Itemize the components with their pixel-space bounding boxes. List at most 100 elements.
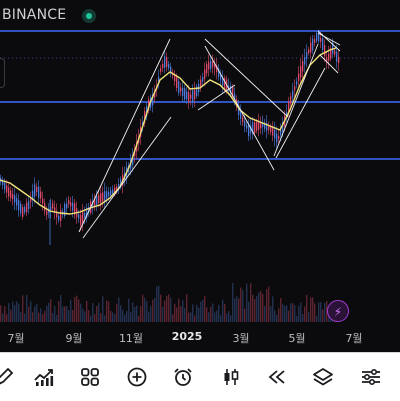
alarm-clock-icon[interactable] (171, 365, 195, 389)
volume-bar (114, 314, 116, 322)
volume-bar (160, 294, 162, 322)
collapsed-side-panel-tab[interactable] (0, 58, 5, 88)
volume-bar (246, 283, 248, 322)
volume-bar (184, 307, 186, 322)
x-axis-label-jul-2024: 7월 (7, 332, 25, 345)
candle-body (276, 133, 278, 143)
candle-body (174, 74, 176, 82)
indicators-icon[interactable] (32, 365, 56, 389)
volume-bar (218, 304, 220, 322)
trendline (197, 84, 236, 111)
candle-body (216, 65, 218, 73)
drawing-pencil-icon[interactable] (0, 365, 16, 389)
candle-body (324, 45, 326, 57)
candle-body (338, 56, 340, 64)
moving-average-line (0, 47, 337, 215)
volume-bar (102, 296, 104, 322)
candle-body (240, 110, 242, 119)
rewind-icon[interactable] (265, 365, 289, 389)
candle-body (264, 122, 266, 129)
candle-body (36, 186, 38, 192)
volume-bar (178, 298, 180, 322)
volume-bar (20, 312, 22, 322)
add-plus-icon[interactable] (125, 365, 149, 389)
volume-bar (288, 310, 290, 322)
volume-bar (326, 301, 328, 322)
candle-body (294, 86, 296, 91)
candle-body (102, 192, 104, 202)
candle-body (78, 214, 80, 219)
trendline (317, 32, 341, 46)
volume-bar (236, 296, 238, 322)
volume-bar (170, 297, 172, 322)
volume-bar (136, 305, 138, 322)
volume-bar (258, 292, 260, 322)
candle-body (82, 211, 84, 224)
candle-body (96, 195, 98, 206)
volume-bar (270, 306, 272, 322)
volume-bar (310, 297, 312, 322)
volume-bar (196, 304, 198, 322)
volume-bar (32, 312, 34, 322)
volume-bar (216, 310, 218, 322)
candle-body (320, 38, 322, 42)
layouts-grid-icon[interactable] (78, 365, 102, 389)
candle-body (182, 87, 184, 96)
volume-bar (240, 287, 242, 322)
candle-body (132, 154, 134, 166)
volume-bar (60, 294, 62, 322)
volume-bar (90, 315, 92, 322)
settings-sliders-icon[interactable] (359, 365, 383, 389)
volume-bar (224, 303, 226, 322)
volume-bar (64, 306, 66, 322)
candle-body (282, 122, 284, 132)
layers-icon[interactable] (311, 365, 335, 389)
volume-bar (2, 313, 4, 322)
candle-body (24, 206, 26, 213)
candle-body (318, 32, 320, 42)
volume-bar (248, 301, 250, 322)
volume-bar (142, 294, 144, 322)
candle-body (144, 111, 146, 123)
volume-bar (250, 283, 252, 322)
candle-body (256, 121, 258, 131)
candle-body (298, 73, 300, 81)
volume-bar (254, 298, 256, 322)
candle-body (46, 211, 48, 215)
candle-body (88, 207, 90, 213)
candle-body (288, 101, 290, 112)
chart-canvas[interactable] (0, 0, 400, 352)
candle-body (74, 203, 76, 215)
volume-bar (206, 307, 208, 322)
volume-bar (252, 294, 254, 322)
candle-body (314, 39, 316, 43)
trendline (273, 43, 319, 157)
volume-bar (164, 300, 166, 322)
volume-bar (198, 307, 200, 322)
candle-body (168, 63, 170, 69)
candle-body (4, 182, 6, 190)
candle-body (232, 86, 234, 97)
trendline (78, 38, 171, 233)
volume-bar (44, 310, 46, 322)
volume-bar (284, 305, 286, 322)
volume-bar (110, 310, 112, 322)
volume-bar (140, 306, 142, 322)
candlestick-icon[interactable] (219, 365, 243, 389)
volume-bar (312, 297, 314, 322)
volume-bar (168, 294, 170, 322)
volume-bar (66, 306, 68, 322)
price-chart[interactable]: BINANCE 7월 9월 11월 2025 3월 5월 7월 ⚡ (0, 0, 400, 352)
volume-bar (126, 310, 128, 322)
flash-lightning-button[interactable]: ⚡ (327, 300, 349, 322)
candle-body (116, 186, 118, 192)
candle-body (164, 56, 166, 68)
candle-body (218, 68, 220, 77)
volume-bar (190, 312, 192, 322)
candle-body (326, 57, 328, 63)
candle-body (184, 88, 186, 100)
candle-body (180, 87, 182, 92)
volume-bar (214, 312, 216, 322)
candle-body (196, 86, 198, 97)
volume-bar (116, 304, 118, 322)
